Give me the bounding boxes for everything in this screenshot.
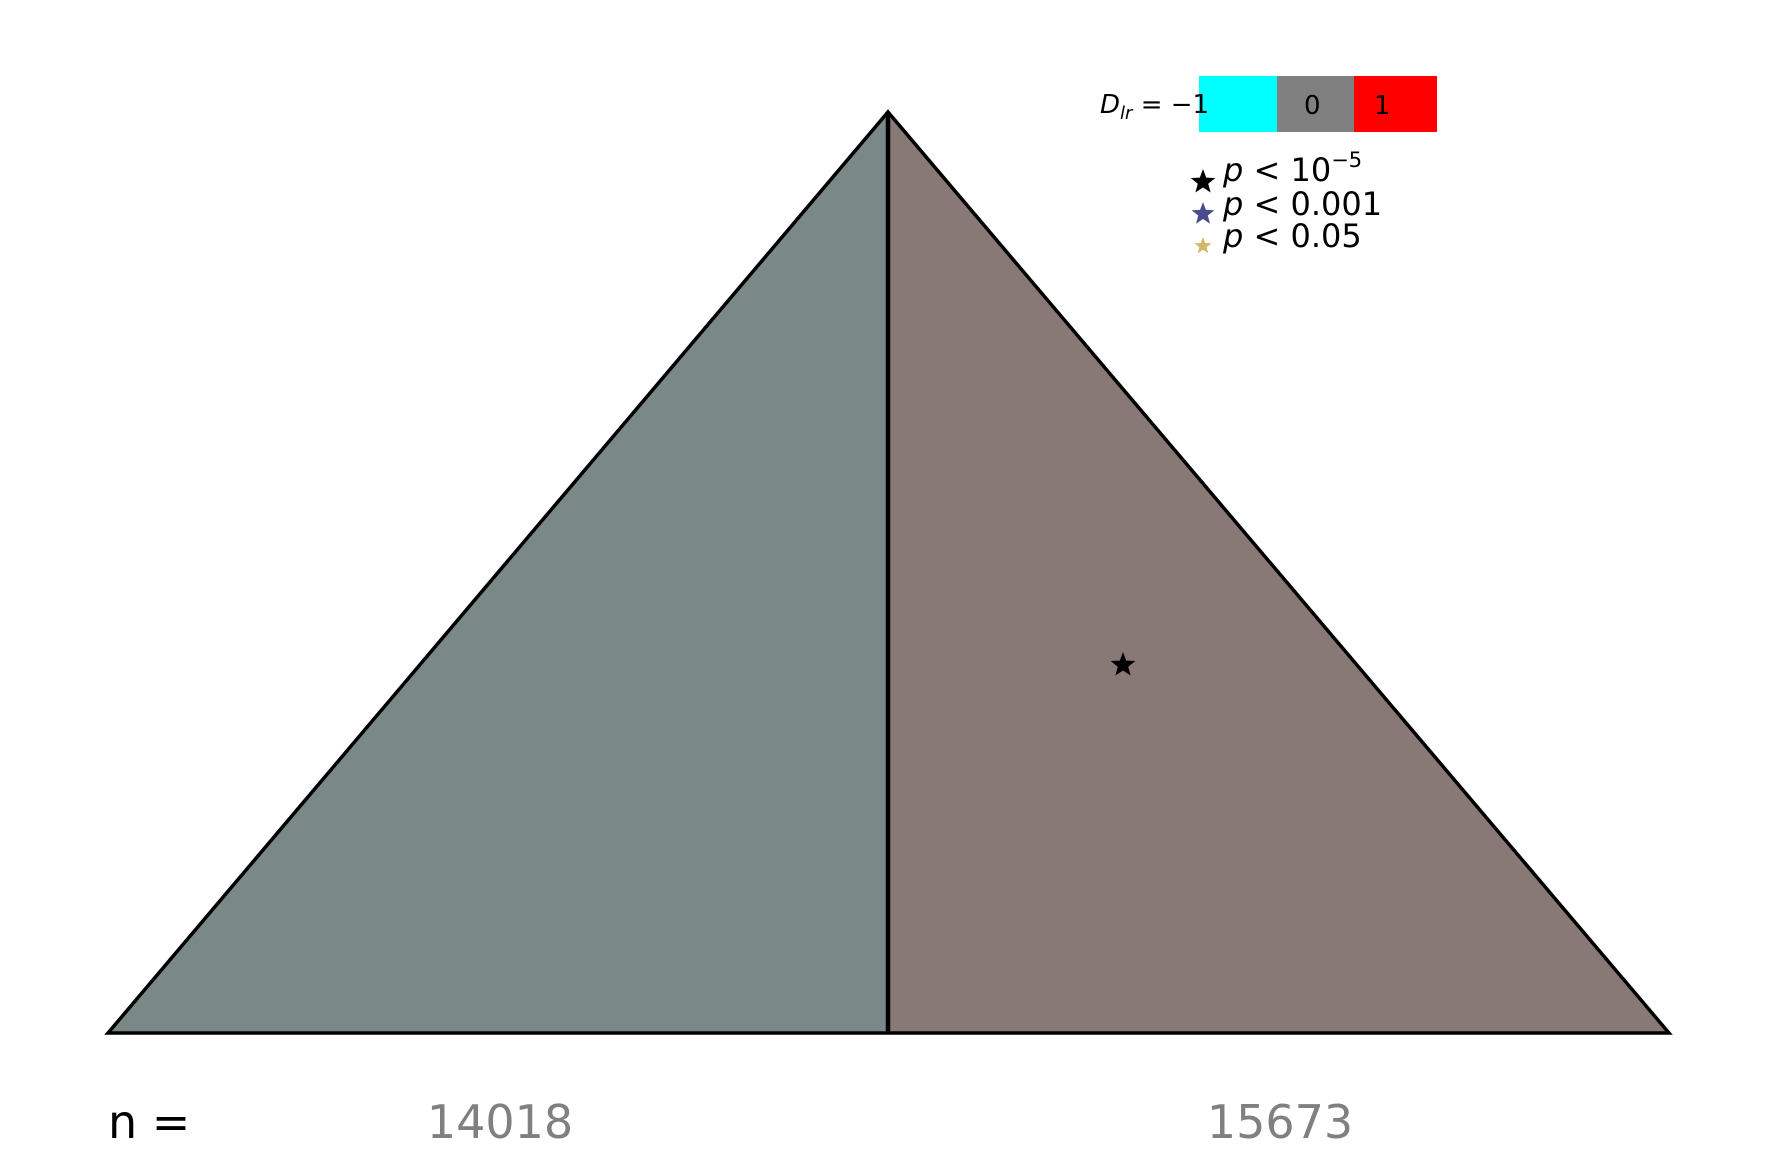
colorbar-segment-negative [1199,76,1277,132]
colorbar-tick-neg: 1 [1193,90,1210,120]
significance-star-right [1110,652,1136,676]
colorbar-tick-zero: 0 [1304,91,1321,121]
n-label: n = [108,1095,190,1149]
colorbar-label: Dlr = −1 [1100,90,1209,124]
colorbar-label-rest: = − [1132,90,1192,120]
n-value-left: 14018 [427,1095,573,1149]
colorbar-segment-zero [1277,76,1354,132]
legend-entry-2: p < 0.001 [1222,185,1382,223]
legend-entry-1: p < 10−5 [1222,148,1362,189]
legend-star-icon [1191,202,1215,224]
colorbar-tick-pos: 1 [1374,91,1391,121]
n-value-right: 15673 [1207,1095,1353,1149]
legend-entry-3: p < 0.05 [1222,217,1362,255]
legend-star-icon [1194,237,1212,254]
colorbar-segment-positive [1354,76,1437,132]
colorbar: Dlr = −1 0 1 [1100,76,1437,132]
colorbar-label-var: D [1100,90,1120,120]
colorbar-label-sub: lr [1120,103,1134,124]
legend: p < 10−5 p < 0.001 p < 0.05 [1190,148,1382,255]
legend-star-icon [1190,169,1216,193]
